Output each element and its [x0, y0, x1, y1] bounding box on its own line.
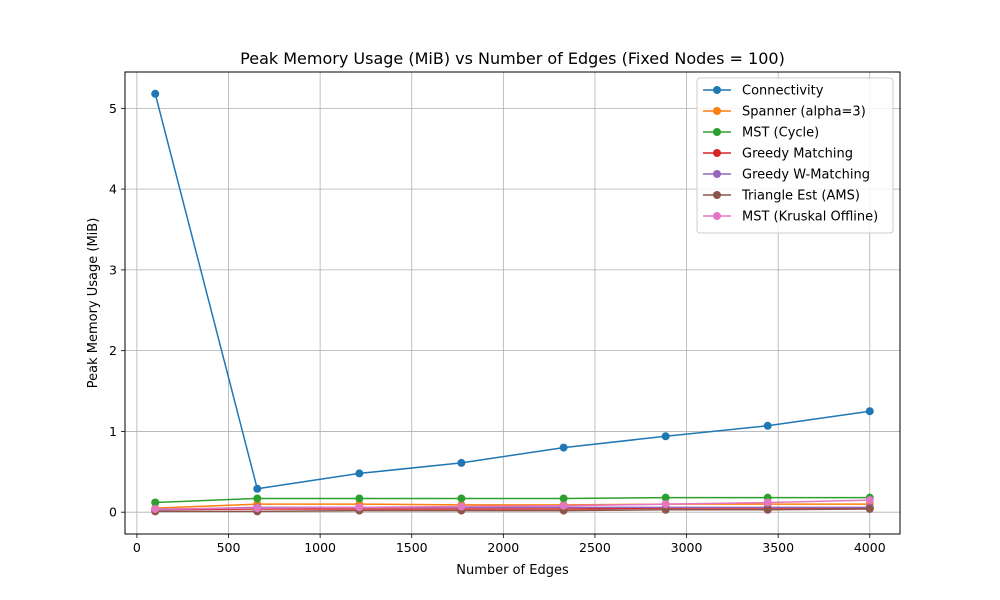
- legend-label: MST (Cycle): [742, 126, 819, 141]
- data-point: [559, 501, 568, 510]
- data-point: [661, 493, 670, 502]
- x-tick-label: 4000: [854, 540, 886, 555]
- data-point: [457, 502, 466, 511]
- data-point: [253, 504, 262, 513]
- data-point: [559, 494, 568, 503]
- y-tick-label: 5: [109, 101, 117, 116]
- legend-item: Connectivity: [703, 84, 824, 99]
- legend-label: Spanner (alpha=3): [742, 105, 866, 120]
- legend-box: [696, 77, 894, 234]
- data-point: [253, 484, 262, 493]
- x-tick-label: 1000: [304, 540, 336, 555]
- y-tick-label: 2: [109, 343, 117, 358]
- y-tick-label: 0: [109, 505, 117, 520]
- x-tick-label: 0: [133, 540, 141, 555]
- data-point: [763, 421, 772, 430]
- legend-label: MST (Kruskal Offline): [742, 210, 878, 225]
- x-tick-label: 2500: [579, 540, 611, 555]
- data-point: [355, 503, 364, 512]
- data-point: [151, 504, 160, 513]
- x-axis-title: Number of Edges: [456, 563, 569, 578]
- axis-ticks: 0 500 1000 1500 2000 2500 3000 3500 4000 0 1 2 3 4 5: [109, 101, 886, 555]
- data-point: [661, 432, 670, 441]
- series-lines: [151, 89, 874, 516]
- legend-marker: [713, 170, 721, 178]
- legend-label: Triangle Est (AMS): [741, 189, 860, 204]
- legend-marker: [713, 149, 721, 157]
- legend-item: Greedy Matching: [703, 147, 853, 162]
- data-point: [151, 89, 160, 98]
- legend-item: Triangle Est (AMS): [703, 189, 860, 204]
- series-line: [155, 508, 870, 513]
- x-tick-label: 3500: [762, 540, 794, 555]
- data-point: [457, 458, 466, 467]
- data-point: [865, 407, 874, 416]
- data-point: [355, 469, 364, 478]
- legend: Connectivity Spanner (alpha=3) MST (Cycle)…: [696, 77, 894, 234]
- legend-label: Greedy W-Matching: [742, 168, 870, 183]
- data-point: [559, 443, 568, 452]
- legend-item: Greedy W-Matching: [703, 168, 870, 183]
- data-point: [457, 494, 466, 503]
- x-tick-label: 2000: [487, 540, 519, 555]
- series-6: [151, 496, 874, 513]
- x-tick-label: 3000: [671, 540, 703, 555]
- x-tick-label: 500: [217, 540, 241, 555]
- data-point: [763, 498, 772, 507]
- data-point: [253, 494, 262, 503]
- data-point: [865, 496, 874, 505]
- legend-marker: [713, 128, 721, 136]
- legend-item: MST (Cycle): [703, 126, 819, 141]
- y-tick-label: 1: [109, 424, 117, 439]
- data-point: [763, 505, 772, 514]
- legend-marker: [713, 107, 721, 115]
- legend-label: Connectivity: [742, 84, 824, 99]
- chart-title: Peak Memory Usage (MiB) vs Number of Edg…: [240, 49, 785, 68]
- legend-marker: [713, 191, 721, 199]
- data-point: [661, 505, 670, 514]
- series-line: [155, 503, 870, 509]
- series-line: [155, 496, 870, 504]
- data-point: [661, 500, 670, 509]
- data-point: [151, 498, 160, 507]
- x-tick-label: 1500: [396, 540, 428, 555]
- legend-marker: [713, 86, 721, 94]
- y-tick-label: 3: [109, 262, 117, 277]
- series-line: [154, 93, 870, 490]
- legend-label: Greedy Matching: [742, 147, 853, 162]
- series-0: [151, 89, 874, 493]
- y-tick-label: 4: [109, 182, 117, 197]
- data-point: [865, 504, 874, 513]
- y-axis-title: Peak Memory Usage (MiB): [86, 218, 101, 389]
- series-line: [155, 499, 870, 510]
- plot-frame: [124, 71, 901, 535]
- legend-marker: [713, 212, 721, 220]
- legend-item: MST (Kruskal Offline): [703, 210, 878, 225]
- series-line: [155, 507, 870, 511]
- data-point: [355, 494, 364, 503]
- legend-item: Spanner (alpha=3): [703, 105, 866, 120]
